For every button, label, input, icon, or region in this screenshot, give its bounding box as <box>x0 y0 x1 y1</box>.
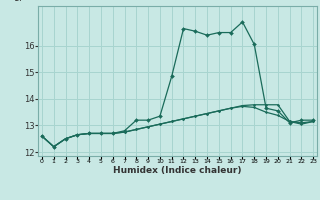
Text: 17: 17 <box>13 0 24 3</box>
X-axis label: Humidex (Indice chaleur): Humidex (Indice chaleur) <box>113 166 242 175</box>
